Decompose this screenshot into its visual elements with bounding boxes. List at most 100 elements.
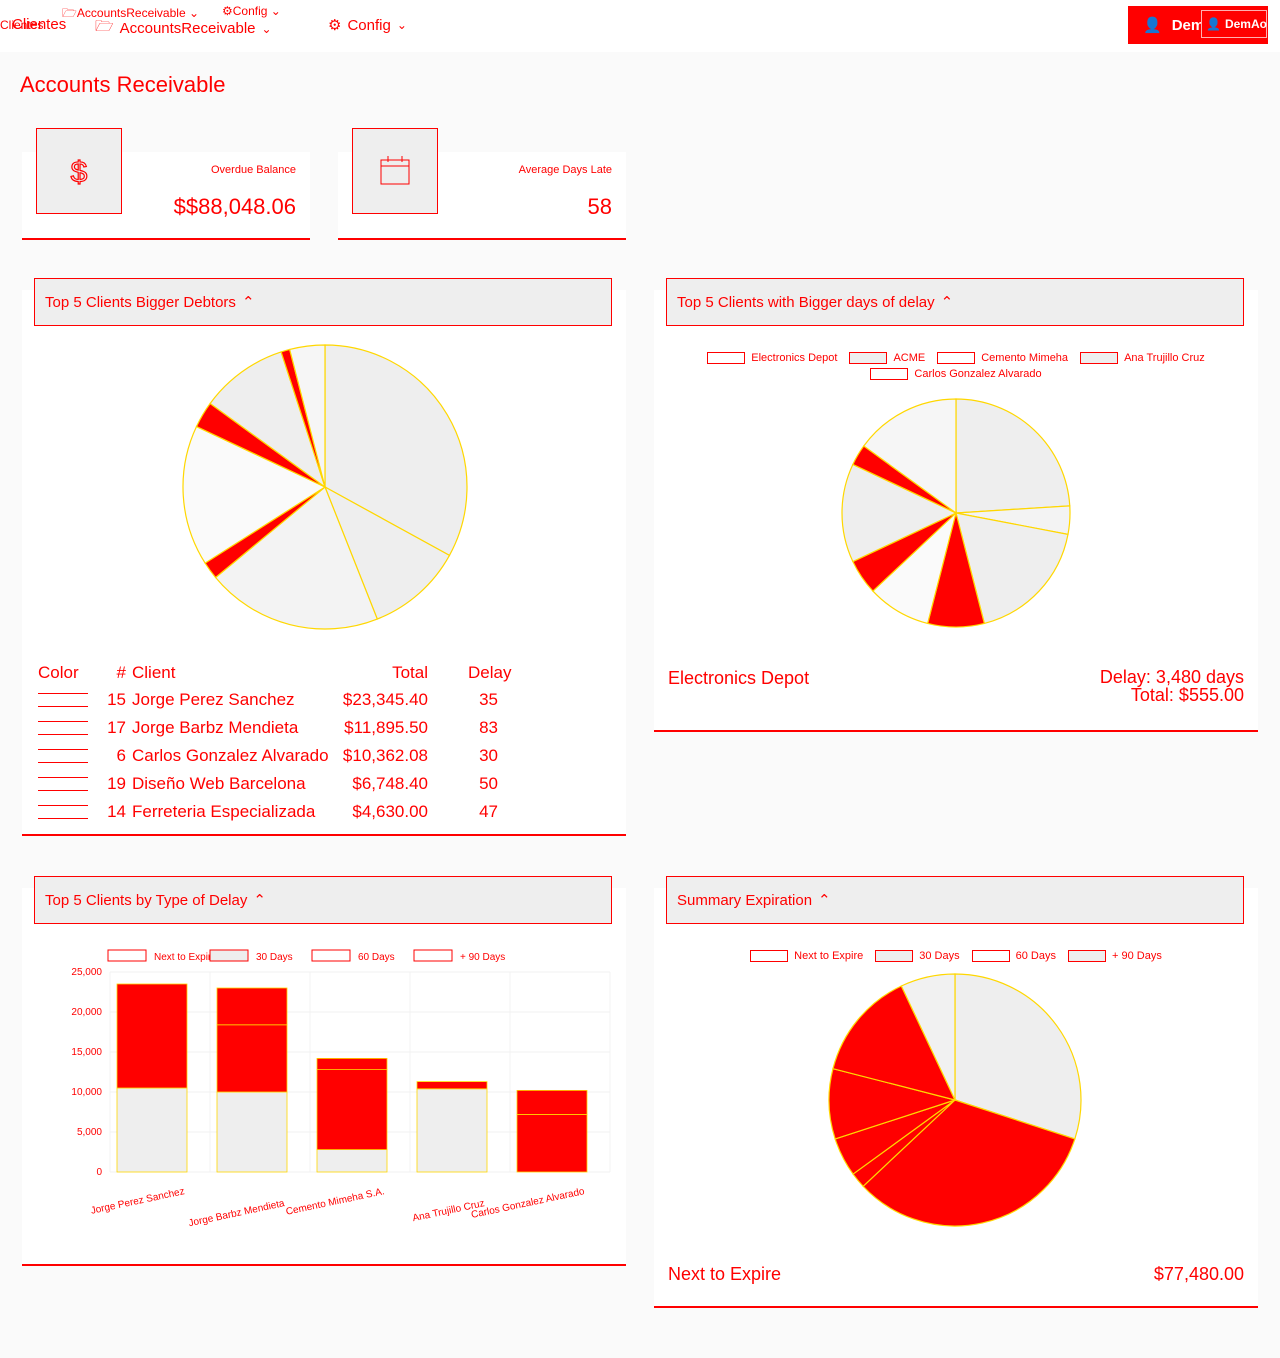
legend-item[interactable]: 60 Days (311, 949, 395, 963)
pie-chart-debtors (182, 344, 468, 630)
bar-segment[interactable] (116, 1087, 188, 1173)
legend-label: Ana Trujillo Cruz (1124, 352, 1205, 364)
bar-segment[interactable] (116, 983, 188, 1089)
table-row[interactable]: 6 Carlos Gonzalez Alvarado $10,362.08 30 (38, 742, 568, 770)
legend-item[interactable]: + 90 Days (413, 949, 505, 963)
row-number: 17 (107, 718, 126, 737)
legend-item[interactable]: Next to Expire (107, 949, 217, 963)
table-row[interactable]: 19 Diseño Web Barcelona $6,748.40 50 (38, 770, 568, 798)
user-icon: 👤 (1206, 17, 1221, 31)
pie-slice[interactable] (323, 485, 451, 620)
legend-label: 60 Days (358, 952, 395, 963)
panel-header-debtors[interactable]: Top 5 Clients Bigger Debtors ⌃ (34, 278, 612, 326)
y-tick-label: 5,000 (77, 1127, 102, 1138)
kpi-value: $$88,048.06 (173, 194, 296, 219)
page-title: Accounts Receivable (20, 72, 226, 97)
svg-text:$: $ (71, 156, 88, 189)
legend-swatch (971, 950, 1010, 962)
x-tick-label: Jorge Perez Sanchez (90, 1186, 186, 1217)
delay-footer-stats: Delay: 3,480 days Total: $555.00 (1099, 667, 1244, 705)
bar-segment[interactable] (316, 1058, 388, 1071)
debtors-table: Color # Client Total Delay 15 Jorge Perez… (38, 660, 568, 826)
legend-label: Electronics Depot (751, 352, 838, 364)
table-row[interactable]: 17 Jorge Barbz Mendieta $11,895.50 83 (38, 714, 568, 742)
total-amount: $6,748.40 (352, 774, 428, 793)
table-row[interactable]: 14 Ferreteria Especializada $4,630.00 47 (38, 798, 568, 826)
pie-slice[interactable] (862, 1099, 1076, 1227)
nav-brand-link[interactable]: Clientes (12, 16, 67, 33)
legend-item[interactable]: Cemento Mimeha (937, 352, 1068, 364)
table-row[interactable]: 15 Jorge Perez Sanchez $23,345.40 35 (38, 686, 568, 714)
legend-swatch (1067, 950, 1106, 962)
legend-label: + 90 Days (460, 952, 505, 963)
legend-item[interactable]: 60 Days (971, 950, 1056, 962)
kpi-value: 58 (587, 194, 612, 219)
pie-slice[interactable] (862, 398, 957, 515)
pie-slice[interactable] (954, 973, 1082, 1140)
pie-slice[interactable] (955, 398, 1071, 514)
legend-item[interactable]: 30 Days (209, 949, 293, 963)
legend-swatch (849, 352, 888, 364)
panel-header-delay[interactable]: Top 5 Clients with Bigger days of delay … (666, 278, 1244, 326)
kpi-average-days-late: Average Days Late 58 (338, 128, 626, 240)
nav-accounts-receivable[interactable]: 🗁 AccountsReceivable ⌄ (95, 16, 272, 41)
table-header: Color # Client Total Delay (38, 663, 512, 682)
pie-slice[interactable] (324, 344, 468, 557)
gear-icon: ⚙ (328, 17, 342, 34)
row-number: 19 (107, 774, 126, 793)
total-amount: $23,345.40 (342, 690, 428, 709)
nav-config[interactable]: ⚙ Config ⌄ (328, 16, 407, 35)
bar-segment[interactable] (216, 1024, 288, 1093)
legend-label: 30 Days (256, 952, 293, 963)
color-swatch (38, 777, 88, 791)
color-swatch (38, 693, 88, 707)
pie-slice[interactable] (209, 351, 327, 489)
panel-header-summary[interactable]: Summary Expiration ⌃ (666, 876, 1244, 924)
pie-slice[interactable] (182, 425, 327, 564)
legend-delay: Electronics Depot ACME Cemento Mimeha Ana T… (680, 352, 1232, 380)
x-tick-label: Cemento Mimeha S.A. (285, 1186, 386, 1218)
legend-label: ACME (893, 352, 926, 364)
y-tick-label: 15,000 (71, 1047, 102, 1058)
kpi-overdue-balance: $ Overdue Balance $$88,048.06 (22, 128, 310, 240)
pie-slice[interactable] (832, 985, 957, 1101)
pie-slice[interactable] (955, 512, 1069, 625)
bar-segment[interactable] (416, 1081, 488, 1090)
pie-slice[interactable] (841, 463, 958, 563)
legend-item[interactable]: 30 Days (875, 950, 960, 962)
module-ghost: 🗁AccountsReceivable ⌄ (62, 6, 200, 20)
client-name: Jorge Barbz Mendieta (132, 718, 299, 737)
legend-swatch (870, 368, 909, 380)
legend-item[interactable]: Ana Trujillo Cruz (1080, 352, 1205, 364)
folder-icon: 🗁 (95, 18, 114, 35)
pie-slice[interactable] (288, 344, 326, 488)
bar-segment[interactable] (316, 1149, 388, 1173)
pie-slice[interactable] (214, 486, 379, 630)
legend-item[interactable]: ACME (849, 352, 925, 364)
chevron-up-icon: ⌃ (253, 892, 266, 909)
user-menu-button[interactable]: 👤 Demo 👤 DemAo (1128, 6, 1268, 44)
config-ghost: ⚙Config ⌄ (222, 4, 281, 18)
legend-swatch (311, 949, 351, 962)
chevron-up-icon: ⌃ (818, 892, 831, 909)
bar-segment[interactable] (416, 1088, 488, 1173)
bar-segment[interactable] (316, 1069, 388, 1151)
bar-segment[interactable] (516, 1113, 588, 1173)
pie-slice[interactable] (900, 973, 956, 1101)
client-name: Carlos Gonzalez Alvarado (132, 746, 329, 765)
legend-item[interactable]: Next to Expire (750, 950, 863, 962)
delay-footer-client: Electronics Depot (668, 668, 810, 688)
legend-item[interactable]: Electronics Depot (707, 352, 837, 364)
bar-segment[interactable] (216, 1091, 288, 1173)
legend-label: Cemento Mimeha (981, 352, 1069, 364)
legend-swatch (413, 949, 453, 962)
total-amount: $10,362.08 (342, 746, 428, 765)
bar-segment[interactable] (516, 1089, 588, 1115)
legend-item[interactable]: + 90 Days (1067, 950, 1162, 962)
legend-label: Next to Expire (154, 952, 217, 963)
bar-segment[interactable] (216, 987, 288, 1026)
panel-header-type-delay[interactable]: Top 5 Clients by Type of Delay ⌃ (34, 876, 612, 924)
summary-footer-label: Next to Expire (668, 1264, 782, 1284)
top-nav: Clientes Clientes 🗁AccountsReceivable ⌄ … (0, 0, 1280, 52)
legend-item[interactable]: Carlos Gonzalez Alvarado (870, 368, 1042, 380)
